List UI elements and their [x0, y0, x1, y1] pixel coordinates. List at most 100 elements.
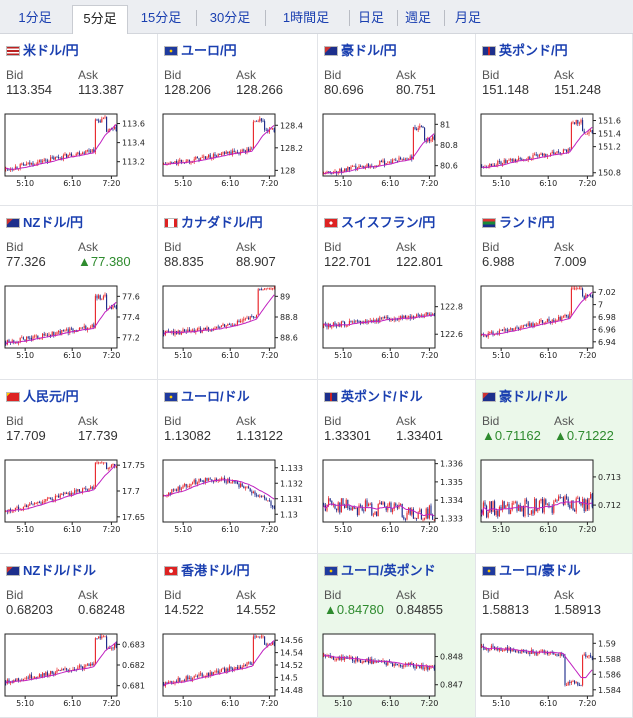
pair-panel[interactable]: ユーロ/ドル Bid Ask 1.13082 1.13122 1.133 1.132 1.13…: [158, 380, 318, 554]
pair-title[interactable]: 英ポンド/円: [482, 40, 568, 59]
candle: [243, 318, 245, 321]
ask-label: Ask: [236, 240, 257, 254]
pair-title[interactable]: 豪ドル/円: [324, 40, 397, 59]
tab-3[interactable]: 15分足: [140, 10, 182, 25]
bid-label: Bid: [164, 240, 182, 254]
candle: [37, 676, 39, 678]
price-chart[interactable]: 1.133 1.132 1.131 1.13 5:10 6:10 7:20: [162, 456, 313, 532]
price-chart[interactable]: 0.848 0.847 5:10 6:10 7:20: [322, 630, 473, 706]
price-chart[interactable]: 128.4 128.2 128 5:10 6:10 7:20: [162, 110, 313, 186]
tab-6[interactable]: 日足: [357, 10, 384, 25]
candle: [578, 122, 580, 124]
pair-panel[interactable]: ランド/円 Bid Ask 6.988 7.009 7.02 7 6.98 6.96 6.94 5:…: [476, 206, 633, 380]
candle: [80, 327, 82, 329]
candle: [29, 162, 31, 165]
pair-panel[interactable]: 英ポンド/円 Bid Ask 151.148 151.248 151.6 151.4 151.…: [476, 34, 633, 206]
pair-panel[interactable]: カナダドル/円 Bid Ask 88.835 88.907 89 88.8 88.6 5:10 6…: [158, 206, 318, 380]
pair-title[interactable]: スイスフラン/円: [324, 212, 435, 231]
tab-2[interactable]: 5分足: [72, 5, 128, 34]
price-chart[interactable]: 1.336 1.335 1.334 1.333 5:10 6:10 7:20: [322, 456, 473, 532]
candle: [27, 162, 29, 164]
candle: [27, 677, 29, 679]
candle: [224, 324, 226, 327]
price-chart[interactable]: 81 80.8 80.6 5:10 6:10 7:20: [322, 110, 473, 186]
candle: [372, 660, 374, 664]
candle: [498, 648, 500, 651]
pair-title[interactable]: 英ポンド/ドル: [324, 386, 423, 405]
pair-title[interactable]: ユーロ/豪ドル: [482, 560, 581, 579]
candle: [398, 664, 400, 666]
pair-title[interactable]: NZドル/円: [6, 212, 83, 231]
tab-5[interactable]: 1時間足: [282, 10, 330, 25]
candle: [510, 647, 512, 652]
chart-frame: [162, 113, 276, 177]
price-chart[interactable]: 1.59 1.588 1.586 1.584 5:10 6:10 7:20: [480, 630, 631, 706]
pair-name: NZドル/ドル: [23, 563, 96, 578]
tab-4[interactable]: 30分足: [209, 10, 251, 25]
price-chart[interactable]: 14.56 14.54 14.52 14.5 14.48 5:10 6:10 7:20: [162, 630, 313, 706]
price-chart[interactable]: 89 88.8 88.6 5:10 6:10 7:20: [162, 282, 313, 358]
candle: [188, 329, 190, 332]
ask-label: Ask: [396, 68, 417, 82]
price-chart[interactable]: 0.683 0.682 0.681 5:10 6:10 7:20: [4, 630, 155, 706]
pair-title[interactable]: NZドル/ドル: [6, 560, 96, 579]
pair-panel[interactable]: NZドル/ドル Bid Ask 0.68203 0.68248 0.683 0.682 0.6…: [0, 554, 158, 718]
candle: [236, 320, 238, 325]
candle: [424, 127, 426, 141]
candle: [14, 342, 16, 344]
candle: [227, 668, 229, 671]
y-tick-label: 0.683: [122, 640, 145, 649]
price-chart[interactable]: 7.02 7 6.98 6.96 6.94 5:10 6:10 7:20: [480, 282, 631, 358]
candle: [336, 508, 338, 511]
pair-panel[interactable]: ユーロ/円 Bid Ask 128.206 128.266 128.4 128.2 128 5:…: [158, 34, 318, 206]
pair-panel[interactable]: 米ドル/円 Bid Ask 113.354 113.387 113.6 113.4 113.2…: [0, 34, 158, 206]
candle: [268, 288, 270, 290]
candle: [537, 155, 539, 157]
candle: [393, 663, 395, 667]
candle: [254, 120, 256, 122]
pair-title[interactable]: ユーロ/円: [164, 40, 237, 59]
candle: [481, 510, 483, 515]
pair-panel[interactable]: 人民元/円 Bid Ask 17.709 17.739 17.75 17.7 17.65 5:1…: [0, 380, 158, 554]
tab-1[interactable]: 1分足: [18, 10, 52, 25]
pair-panel[interactable]: 豪ドル/ドル Bid Ask ▲0.71162 ▲0.71222 0.713 0.712 5:…: [476, 380, 633, 554]
candle: [534, 498, 536, 514]
pair-panel[interactable]: 香港ドル/円 Bid Ask 14.522 14.552 14.56 14.54 14.52 1…: [158, 554, 318, 718]
candle: [273, 128, 275, 132]
price-chart[interactable]: 151.6 151.4 151.2 150.8 5:10 6:10 7:20: [480, 110, 631, 186]
pair-title[interactable]: 豪ドル/ドル: [482, 386, 568, 405]
pair-panel[interactable]: ユーロ/豪ドル Bid Ask 1.58813 1.58913 1.59 1.588 1.58…: [476, 554, 633, 718]
pair-panel[interactable]: スイスフラン/円 Bid Ask 122.701 122.801 122.8 122.6 5:…: [318, 206, 476, 380]
pair-title[interactable]: カナダドル/円: [164, 212, 263, 231]
pair-title[interactable]: 香港ドル/円: [164, 560, 250, 579]
candle: [567, 681, 569, 686]
pair-title[interactable]: ユーロ/英ポンド: [324, 560, 436, 579]
candle: [196, 157, 198, 159]
candle: [236, 151, 238, 154]
price-chart[interactable]: 113.6 113.4 113.2 5:10 6:10 7:20: [4, 110, 155, 186]
pair-title[interactable]: 人民元/円: [6, 386, 79, 405]
price-chart[interactable]: 77.6 77.4 77.2 5:10 6:10 7:20: [4, 282, 155, 358]
pair-title[interactable]: 米ドル/円: [6, 40, 79, 59]
candle: [101, 118, 103, 123]
candle: [524, 325, 526, 327]
bid-value: 1.33301: [324, 428, 371, 443]
candle: [561, 497, 563, 499]
pair-title[interactable]: ユーロ/ドル: [164, 386, 250, 405]
pair-panel[interactable]: 英ポンド/ドル Bid Ask 1.33301 1.33401 1.336 1.335 1.3…: [318, 380, 476, 554]
y-tick-label: 122.8: [440, 303, 463, 312]
pair-title[interactable]: ランド/円: [482, 212, 555, 231]
candle: [345, 168, 347, 171]
price-chart[interactable]: 17.75 17.7 17.65 5:10 6:10 7:20: [4, 456, 155, 532]
pair-panel[interactable]: 豪ドル/円 Bid Ask 80.696 80.751 81 80.8 80.6 5:10 6:1…: [318, 34, 476, 206]
candle: [190, 677, 192, 680]
candle: [171, 681, 173, 684]
tab-8[interactable]: 月足: [454, 10, 481, 25]
tab-7[interactable]: 週足: [404, 10, 431, 25]
pair-panel[interactable]: NZドル/円 Bid Ask 77.326 ▲77.380 77.6 77.4 77.2 5:1…: [0, 206, 158, 380]
price-chart[interactable]: 0.713 0.712 5:10 6:10 7:20: [480, 456, 631, 532]
price-chart[interactable]: 122.8 122.6 5:10 6:10 7:20: [322, 282, 473, 358]
candle: [355, 165, 357, 169]
pair-panel[interactable]: ユーロ/英ポンド Bid Ask ▲0.84780 0.84855 0.848 0.847 5…: [318, 554, 476, 718]
candle: [545, 153, 547, 157]
